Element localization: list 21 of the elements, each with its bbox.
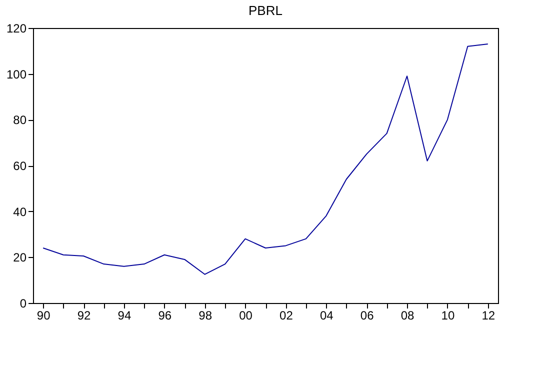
y-tick-label: 80 [13,113,27,128]
line-series [42,44,488,275]
x-tick-label: 12 [482,308,496,322]
y-tick-label: 20 [13,250,27,265]
x-tick-label: 94 [118,308,132,322]
x-tick-label: 90 [36,308,51,322]
y-tick-label: 100 [6,67,27,82]
x-tick-label: 92 [77,308,92,322]
x-tick-label: 98 [198,308,212,322]
x-tick-label: 10 [441,308,455,322]
y-tick-label: 120 [6,22,27,36]
x-tick-label: 00 [239,308,253,322]
y-tick-label: 40 [13,204,27,219]
y-tick-label: 60 [13,159,27,173]
x-tick-label: 08 [400,308,415,322]
y-tick-label: 0 [20,296,27,310]
x-tick-label: 02 [280,308,294,322]
x-tick-label: 06 [360,308,374,322]
x-tick-label: 96 [158,308,172,322]
x-tick-label: 04 [320,308,334,322]
chart-title: PBRL [248,3,282,18]
